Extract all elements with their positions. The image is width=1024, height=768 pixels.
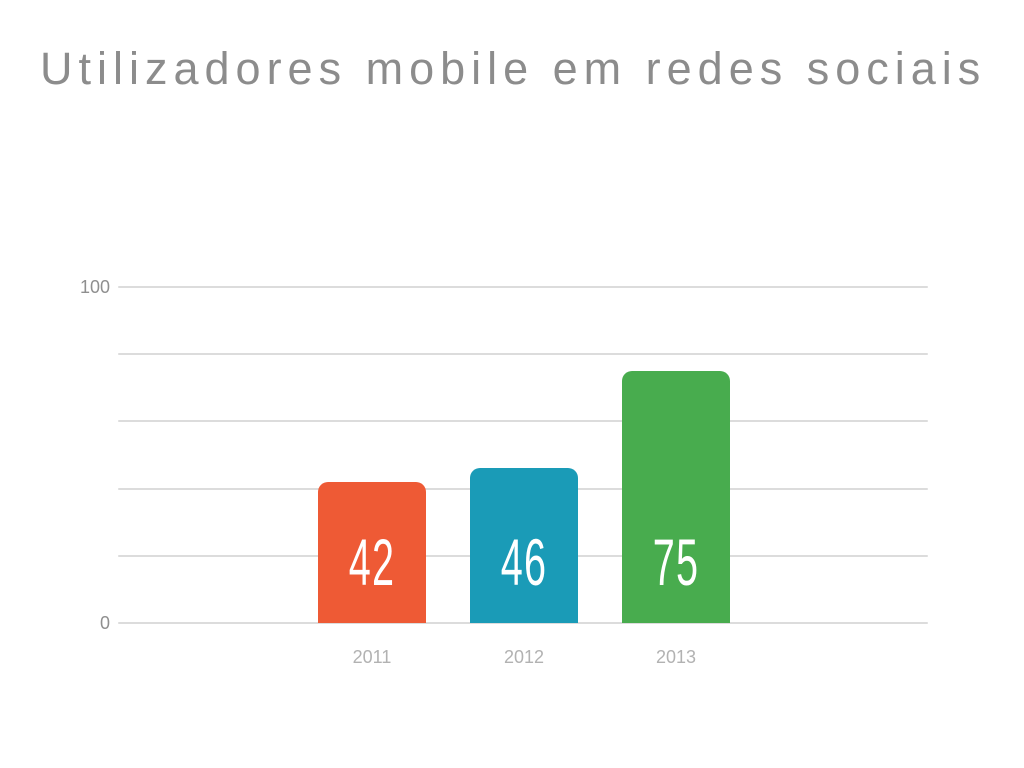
bar-2011: 42 <box>318 482 426 623</box>
x-axis-label-2013: 2013 <box>655 647 697 667</box>
bar-value-label: 42 <box>348 525 396 599</box>
gridline <box>118 353 928 356</box>
bar-2013: 75 <box>622 371 730 623</box>
bar-2012: 46 <box>470 468 578 623</box>
y-axis-tick-100: 100 <box>79 277 110 297</box>
x-axis-label-2012: 2012 <box>503 647 545 667</box>
bar-value-label: 46 <box>500 525 548 599</box>
y-axis-tick-0: 0 <box>99 613 110 633</box>
gridline <box>118 622 928 624</box>
bar-value-label: 75 <box>652 525 700 599</box>
chart-title: Utilizadores mobile em redes sociais <box>40 43 987 94</box>
bar-chart: 100 0 42 46 75 2011 2012 2013 <box>80 278 928 667</box>
gridline <box>118 286 928 288</box>
x-axis-label-2011: 2011 <box>352 647 392 667</box>
gridline <box>118 420 928 423</box>
